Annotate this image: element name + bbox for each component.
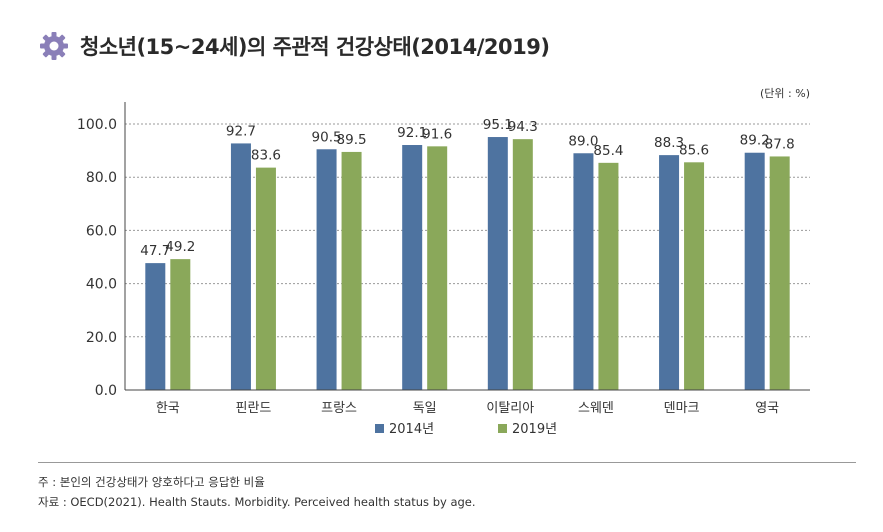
bar-2019 xyxy=(598,162,619,390)
bar-2014 xyxy=(573,153,594,390)
source-note: 자료 : OECD(2021). Health Stauts. Morbidit… xyxy=(38,495,476,509)
data-label: 94.3 xyxy=(508,119,538,135)
footer-divider xyxy=(38,462,856,463)
bar-2014 xyxy=(230,143,251,390)
x-tick-label: 한국 xyxy=(156,401,180,416)
bar-2014 xyxy=(145,263,166,390)
bar-2019 xyxy=(427,146,448,390)
data-label: 95.1 xyxy=(483,117,513,133)
page-title: 청소년(15~24세)의 주관적 건강상태(2014/2019) xyxy=(80,35,550,59)
data-label: 47.7 xyxy=(140,243,170,259)
data-label: 89.0 xyxy=(568,133,598,149)
data-label: 91.6 xyxy=(422,126,452,142)
data-label: 92.1 xyxy=(397,125,427,141)
data-label: 85.4 xyxy=(593,143,623,159)
y-tick-label: 20.0 xyxy=(86,330,117,346)
legend-label: 2014년 xyxy=(389,422,434,437)
data-label: 90.5 xyxy=(312,129,342,145)
data-label: 49.2 xyxy=(165,239,195,255)
bar-2019 xyxy=(512,139,533,390)
gear-icon xyxy=(40,32,68,60)
y-tick-label: 40.0 xyxy=(86,277,117,293)
bar-2014 xyxy=(316,149,337,390)
data-label: 88.3 xyxy=(654,135,684,151)
x-tick-label: 스웨덴 xyxy=(578,401,614,416)
y-tick-label: 100.0 xyxy=(77,117,117,133)
legend-swatch-2019 xyxy=(498,424,507,433)
x-tick-label: 프랑스 xyxy=(321,401,357,416)
bar-2014 xyxy=(402,145,423,390)
bar-2014 xyxy=(744,152,765,390)
bar-2019 xyxy=(769,156,790,390)
bar-2014 xyxy=(487,137,508,390)
data-label: 89.2 xyxy=(740,133,770,149)
bar-chart: (단위 : %) 47.749.2 92.7 83.6 90.589.5 92.191.… xyxy=(77,87,810,437)
y-tick-label: 60.0 xyxy=(86,223,117,239)
data-label: 89.5 xyxy=(337,132,367,148)
x-tick-label: 덴마크 xyxy=(664,401,700,416)
footnote: 주 : 본인의 건강상태가 양호하다고 응답한 비율 xyxy=(38,475,265,489)
data-label: 83.6 xyxy=(251,148,281,164)
x-tick-label: 이탈리아 xyxy=(486,401,534,416)
bar-2019 xyxy=(170,259,191,390)
y-tick-label: 0.0 xyxy=(95,383,117,399)
data-label: 85.6 xyxy=(679,142,709,158)
unit-label: (단위 : %) xyxy=(760,87,810,100)
y-tick-label: 80.0 xyxy=(86,170,117,186)
bar-2019 xyxy=(684,162,705,390)
legend-label: 2019년 xyxy=(512,422,557,437)
x-tick-label: 독일 xyxy=(413,401,437,416)
bar-2014 xyxy=(659,155,680,390)
title-row: 청소년(15~24세)의 주관적 건강상태(2014/2019) xyxy=(38,30,550,62)
legend-swatch-2014 xyxy=(375,424,384,433)
bar-2019 xyxy=(341,151,362,390)
bar-2019 xyxy=(255,167,276,390)
data-label: 92.7 xyxy=(226,123,256,139)
x-tick-label: 영국 xyxy=(755,401,779,416)
x-tick-label: 핀란드 xyxy=(235,401,271,416)
data-label: 87.8 xyxy=(765,136,795,152)
